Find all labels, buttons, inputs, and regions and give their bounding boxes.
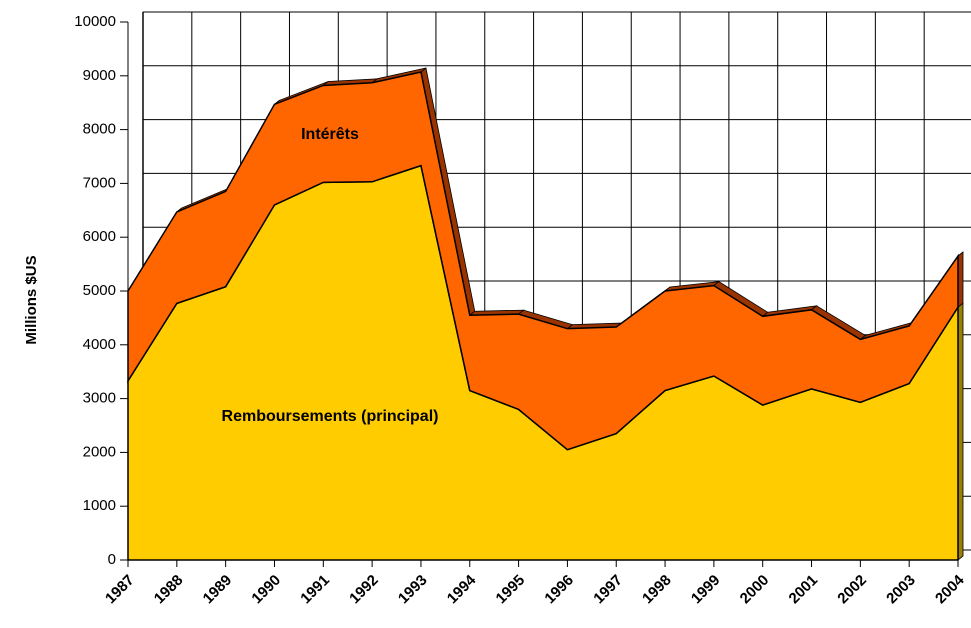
x-tick-label: 1995 <box>493 572 529 608</box>
x-tick-label: 1993 <box>395 572 431 608</box>
x-tick-label: 2001 <box>786 572 822 608</box>
y-axis-label: Millions $US <box>23 255 40 344</box>
x-tick-label: 1996 <box>541 572 577 608</box>
x-tick-label: 1998 <box>639 572 675 608</box>
y-tick-label: 5000 <box>83 282 116 299</box>
x-tick-label: 2000 <box>737 572 773 608</box>
x-tick-label: 1992 <box>346 572 382 608</box>
x-tick-label: 1989 <box>200 572 236 608</box>
x-tick-label: 1990 <box>248 572 284 608</box>
x-tick-label: 1987 <box>102 572 138 608</box>
y-tick-label: 2000 <box>83 443 116 460</box>
y-tick-label: 0 <box>108 551 116 568</box>
y-tick-label: 3000 <box>83 390 116 407</box>
x-tick-label: 1994 <box>444 571 480 607</box>
x-tick-label: 1997 <box>590 572 626 608</box>
y-tick-label: 7000 <box>83 174 116 191</box>
x-tick-label: 1988 <box>151 572 187 608</box>
y-tick-label: 6000 <box>83 228 116 245</box>
y-tick-label: 9000 <box>83 67 116 84</box>
area <box>127 71 959 451</box>
x-tick-label: 2004 <box>932 571 968 607</box>
x-tick-label: 1999 <box>688 572 724 608</box>
y-tick-label: 8000 <box>83 121 116 138</box>
y-tick-label: 10000 <box>74 13 116 30</box>
principal-label: Remboursements (principal) <box>221 408 439 425</box>
y-tick-label: 1000 <box>83 497 116 514</box>
interest-label: Intérêts <box>301 126 359 143</box>
x-tick-label: 1991 <box>297 572 333 608</box>
x-tick-label: 2003 <box>883 572 919 608</box>
y-tick-label: 4000 <box>83 336 116 353</box>
x-tick-label: 2002 <box>834 572 870 608</box>
